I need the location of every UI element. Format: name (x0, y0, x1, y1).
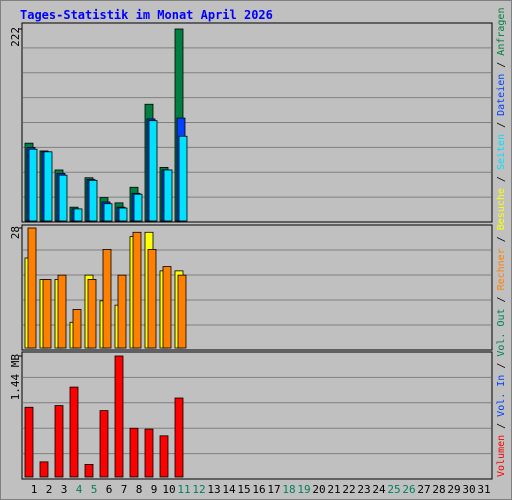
x-tick-label: 23 (357, 483, 370, 496)
x-tick-label: 12 (192, 483, 205, 496)
bar (102, 249, 112, 349)
legend-separator: / (496, 236, 507, 242)
x-tick-label: 22 (342, 483, 355, 496)
x-tick-label: 7 (121, 483, 128, 496)
legend: Volumen / Vol. In / Vol. Out / Rechner / Besuche… (496, 8, 507, 477)
bar (27, 227, 37, 349)
bar (148, 120, 158, 222)
bar (132, 231, 142, 349)
x-tick-label: 21 (327, 483, 340, 496)
bar (117, 274, 127, 349)
panel (21, 351, 493, 480)
bar (99, 410, 109, 478)
x-tick-label: 4 (76, 483, 83, 496)
x-tick-label: 13 (207, 483, 220, 496)
bar (147, 249, 157, 349)
legend-entry: Rechner (496, 248, 507, 290)
x-tick-label: 15 (237, 483, 250, 496)
x-tick-label: 8 (136, 483, 143, 496)
x-tick-label: 20 (312, 483, 325, 496)
x-tick-label: 18 (282, 483, 295, 496)
bar (69, 386, 79, 478)
bar (118, 207, 128, 222)
x-tick-label: 19 (297, 483, 310, 496)
x-tick-label: 30 (462, 483, 475, 496)
x-tick-label: 10 (162, 483, 175, 496)
bar (133, 193, 143, 222)
legend-separator: / (496, 296, 507, 302)
bar (43, 151, 53, 222)
bar (28, 148, 38, 222)
bar (54, 405, 64, 478)
bar (72, 309, 82, 349)
bar (73, 208, 83, 222)
legend-entry: Seiten (496, 134, 507, 170)
bar (57, 274, 67, 349)
bar (88, 179, 98, 222)
x-tick-label: 24 (372, 483, 386, 496)
bar (178, 135, 188, 222)
bar (103, 203, 113, 222)
legend-separator: / (496, 62, 507, 68)
y-tick-label: 222 (9, 27, 22, 47)
x-tick-label: 5 (91, 483, 98, 496)
x-tick-label: 17 (267, 483, 280, 496)
x-tick-label: 26 (402, 483, 415, 496)
bar (84, 463, 94, 478)
legend-entry: Vol. In (496, 375, 507, 417)
bar (42, 279, 52, 349)
y-tick-label: 1.44 MB (9, 354, 22, 401)
legend-entry: Besuche (496, 188, 507, 230)
bar (174, 397, 184, 478)
x-tick-label: 2 (46, 483, 53, 496)
x-tick-label: 11 (177, 483, 190, 496)
legend-separator: / (496, 122, 507, 128)
x-tick-label: 16 (252, 483, 265, 496)
x-tick-label: 27 (417, 483, 430, 496)
bar (58, 174, 68, 222)
x-tick-label: 6 (106, 483, 113, 496)
legend-entry: Volumen (496, 435, 507, 477)
bar (162, 266, 172, 349)
x-tick-label: 9 (151, 483, 158, 496)
bar (144, 428, 154, 478)
x-tick-label: 3 (61, 483, 68, 496)
bar (163, 169, 173, 222)
legend-entry: Vol. Out (496, 308, 507, 356)
x-tick-label: 28 (432, 483, 445, 496)
legend-separator: / (496, 176, 507, 182)
legend-entry: Dateien (496, 74, 507, 116)
x-tick-label: 14 (222, 483, 236, 496)
x-tick-label: 31 (477, 483, 490, 496)
bar (114, 355, 124, 478)
bar (24, 406, 34, 478)
x-tick-label: 25 (387, 483, 400, 496)
x-tick-label: 29 (447, 483, 460, 496)
bar (159, 435, 169, 478)
legend-entry: Anfragen (496, 8, 507, 56)
x-tick-label: 1 (31, 483, 38, 496)
bar (39, 461, 49, 478)
bar (87, 279, 97, 349)
legend-separator: / (496, 423, 507, 429)
chart-title: Tages-Statistik im Monat April 2026 (20, 8, 273, 22)
bar (177, 274, 187, 349)
bar (129, 427, 139, 478)
y-tick-label: 28 (9, 226, 22, 239)
legend-separator: / (496, 363, 507, 369)
